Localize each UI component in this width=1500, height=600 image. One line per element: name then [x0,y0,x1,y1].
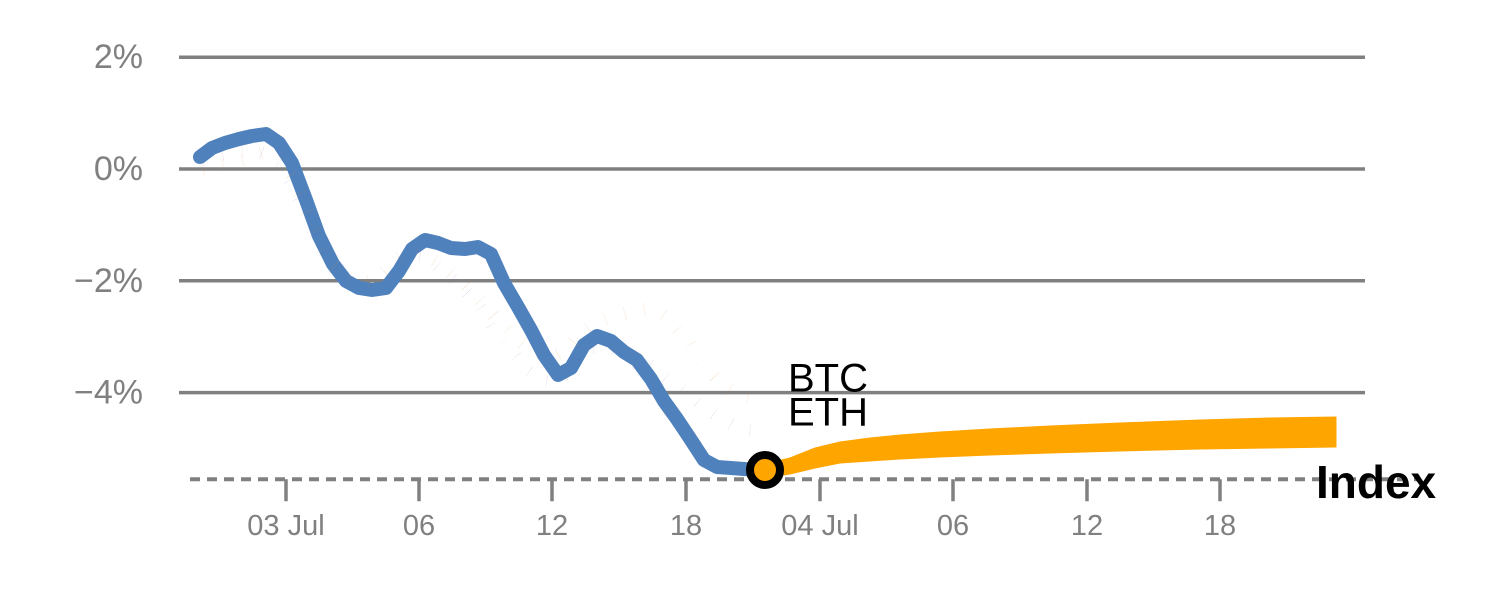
x-tick-label-4: 04 Jul [781,510,858,542]
x-tick-label-1: 06 [403,510,435,542]
x-axis-labels-group: 03 Jul 06 12 18 04 Jul 06 12 18 [247,510,1236,542]
y-axis-labels-group: 2% 0% −2% −4% [74,38,143,411]
transition-marker[interactable] [746,451,784,489]
series-line-eth [201,143,763,439]
x-tick-label-0: 03 Jul [247,510,324,542]
y-tick-label-3: −4% [74,374,143,412]
x-tick-marks-group [284,479,1222,502]
gridlines-group [179,55,1365,395]
x-tick-label-7: 18 [1204,510,1236,542]
x-tick-label-2: 12 [536,510,568,542]
y-tick-label-2: −2% [74,262,143,300]
series-label-btc: BTC [788,357,868,401]
series-label-eth: ETH [788,391,868,435]
forecast-band-area [764,416,1337,479]
series-line-index [193,127,772,477]
y-tick-label-1: 0% [94,150,143,188]
x-tick-label-5: 06 [937,510,969,542]
forecast-band [764,416,1337,479]
x-tick-label-6: 12 [1071,510,1103,542]
series-line-btc [201,145,763,405]
series-lines-group [193,127,772,477]
transition-marker-circle[interactable] [746,451,784,489]
x-tick-label-3: 18 [670,510,702,542]
series-label-index: Index [1316,456,1437,508]
y-tick-label-0: 2% [94,38,143,76]
